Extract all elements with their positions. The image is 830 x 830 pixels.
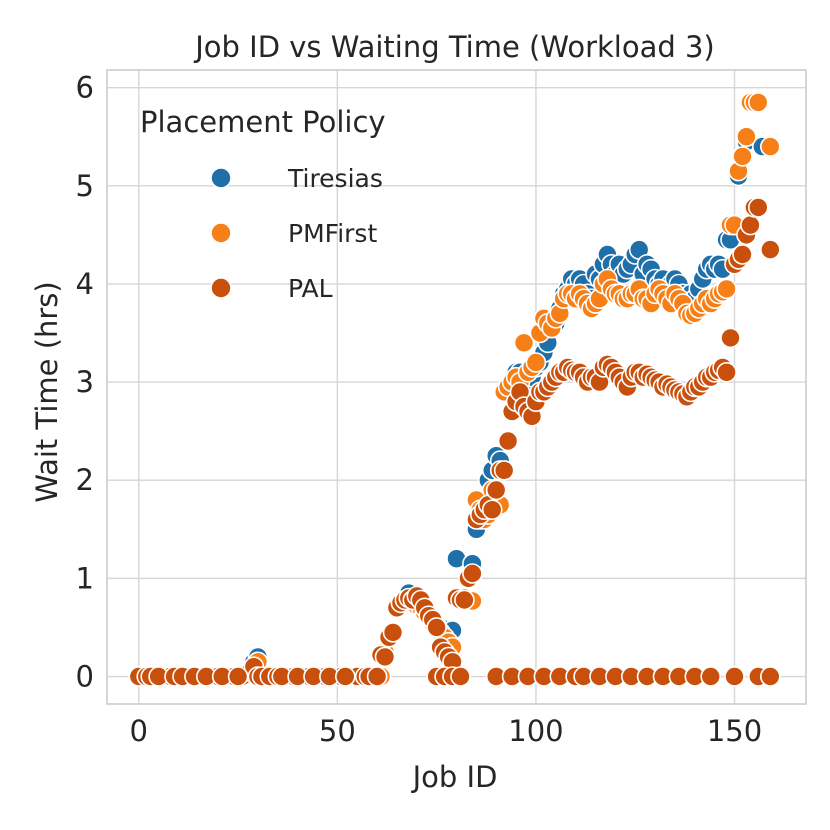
x-tick-label: 150	[707, 714, 762, 748]
point-pal	[724, 666, 745, 687]
legend-marker-pal	[210, 277, 232, 299]
point-pal	[454, 589, 475, 611]
legend-label-pmfirst: PMFirst	[288, 219, 377, 248]
point-pmfirst	[759, 136, 781, 157]
point-pal	[382, 622, 404, 643]
point-pal	[426, 617, 447, 638]
legend: Placement Policy Tiresias PMFirst PAL	[140, 105, 386, 303]
legend-title: Placement Policy	[140, 105, 386, 139]
y-tick-label: 2	[76, 463, 94, 497]
point-pal	[732, 244, 753, 265]
point-pal	[759, 666, 781, 687]
point-pmfirst	[513, 332, 535, 354]
legend-marker-tiresias	[210, 167, 232, 189]
tick-labels: 0 50 100 150 0 1 2 3 4 5 6	[76, 71, 763, 748]
point-pmfirst	[736, 126, 757, 147]
chart-title: Job ID vs Waiting Time (Workload 3)	[193, 30, 715, 64]
legend-label-pal: PAL	[288, 274, 333, 303]
point-pmfirst	[525, 352, 547, 373]
point-pal	[227, 666, 249, 687]
point-pmfirst	[747, 92, 769, 113]
point-pal	[747, 197, 769, 218]
y-axis-label: Wait Time (hrs)	[30, 281, 64, 502]
point-pal	[497, 430, 519, 452]
x-tick-label: 100	[508, 714, 563, 748]
plot-frame	[106, 69, 807, 705]
point-pal	[374, 646, 396, 668]
y-tick-label: 1	[76, 561, 94, 595]
point-pal	[481, 499, 503, 521]
y-tick-label: 4	[76, 267, 94, 301]
point-pal	[462, 563, 483, 584]
legend-marker-pmfirst	[210, 222, 232, 244]
x-axis-label: Job ID	[411, 760, 498, 794]
y-tick-label: 5	[76, 169, 94, 203]
point-pal	[716, 361, 737, 383]
y-tick-label: 0	[76, 660, 94, 694]
point-pal	[366, 666, 388, 687]
point-pmfirst	[732, 146, 753, 167]
legend-label-tiresias: Tiresias	[287, 164, 383, 193]
point-pal	[700, 666, 722, 687]
point-pmfirst	[716, 278, 737, 300]
point-pal	[720, 327, 741, 349]
point-pal	[334, 666, 356, 687]
x-tick-label: 0	[130, 714, 148, 748]
point-pal	[759, 239, 781, 260]
point-pal	[450, 666, 471, 687]
point-pal	[493, 460, 515, 481]
y-tick-label: 6	[76, 71, 94, 105]
y-tick-label: 3	[76, 365, 94, 399]
point-pal	[485, 479, 507, 501]
point-pal	[740, 214, 761, 236]
data-points	[128, 92, 781, 687]
x-tick-label: 50	[319, 714, 356, 748]
